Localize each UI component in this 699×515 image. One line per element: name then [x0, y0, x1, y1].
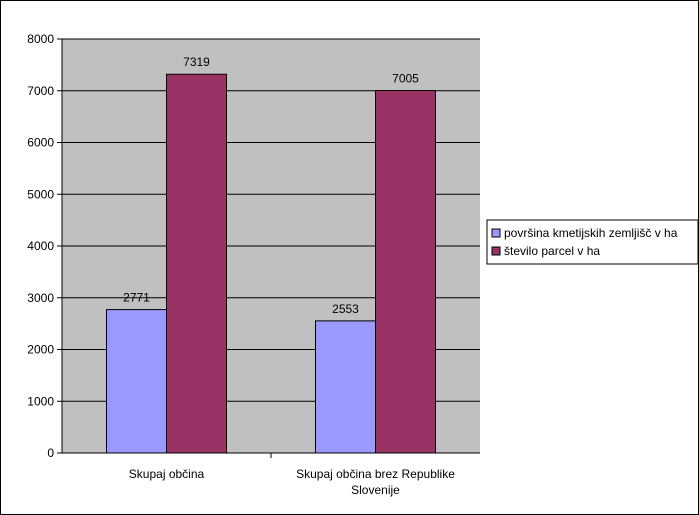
y-tick-label: 5000 [27, 187, 54, 201]
legend: površina kmetijskih zemljišč v ha število… [486, 219, 699, 265]
data-label: 2553 [332, 302, 359, 316]
y-tick-label: 8000 [27, 32, 54, 46]
y-tick-label: 6000 [27, 136, 54, 150]
data-label: 2771 [123, 291, 150, 305]
bar [375, 89, 436, 454]
legend-label: število parcel v ha [504, 244, 600, 258]
bar [106, 309, 167, 454]
y-tick-label: 3000 [27, 291, 54, 305]
x-category-label: Skupaj občina [129, 467, 205, 481]
legend-box [486, 219, 699, 265]
data-labels: 2771 7319 2553 7005 [123, 55, 419, 316]
x-category-label: Skupaj občina brez Republike Slovenije [296, 467, 455, 497]
legend-label: površina kmetijskih zemljišč v ha [504, 226, 678, 240]
legend-swatch [491, 246, 501, 256]
y-tick-label: 1000 [27, 394, 54, 408]
data-label: 7319 [183, 55, 210, 69]
legend-swatch [491, 228, 501, 238]
y-tick-label: 2000 [27, 343, 54, 357]
y-tick-label: 7000 [27, 84, 54, 98]
bar [166, 73, 227, 454]
bar [315, 320, 376, 454]
y-axis-ticks: 0 1000 2000 3000 4000 5000 6000 7000 8000 [27, 32, 62, 460]
bars [106, 73, 436, 454]
data-label: 7005 [392, 71, 419, 85]
y-tick-label: 0 [47, 446, 54, 460]
y-tick-label: 4000 [27, 239, 54, 253]
x-axis-categories: Skupaj občina Skupaj občina brez Republik… [129, 453, 455, 497]
